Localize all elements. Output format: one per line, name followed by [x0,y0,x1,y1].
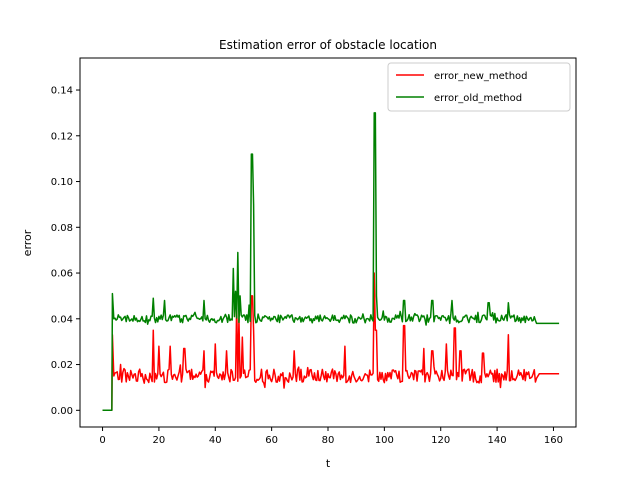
y-tick-label: 0.04 [51,314,73,325]
chart-title: Estimation error of obstacle location [219,38,437,52]
legend-box [387,62,571,112]
x-tick-label: 160 [544,435,563,446]
x-tick-label: 40 [209,435,222,446]
x-tick-label: 60 [265,435,278,446]
legend: error_new_method error_old_method [387,62,571,112]
series-layer [102,112,560,412]
x-tick-label: 80 [322,435,335,446]
series-line-error-new-method [102,272,560,412]
x-axis-ticks: 0 20 40 60 80 100 120 140 160 [99,427,563,446]
y-axis-label: error [21,229,34,256]
plot-frame [79,57,577,428]
y-tick-label: 0.02 [51,360,73,371]
series-line-error-old-method [102,112,560,412]
x-axis-label: t [326,457,331,470]
y-tick-label: 0.00 [51,406,73,417]
y-tick-label: 0.06 [51,269,73,280]
legend-label-error-old-method: error_old_method [434,93,522,104]
x-tick-label: 140 [488,435,507,446]
y-tick-label: 0.08 [51,223,73,234]
plot-area: 0 20 40 60 80 100 120 140 160 0.000.020.040.060.… [51,57,577,446]
x-tick-label: 100 [375,435,394,446]
y-tick-label: 0.14 [51,86,73,97]
y-tick-label: 0.10 [51,177,73,188]
x-tick-label: 20 [153,435,166,446]
y-tick-label: 0.12 [51,131,73,142]
legend-label-error-new-method: error_new_method [434,71,528,82]
x-tick-label: 120 [431,435,450,446]
x-tick-label: 0 [99,435,105,446]
y-axis-ticks: 0.00 0.02 0.04 0.06 0.08 0.10 0.12 0.14 [51,86,80,417]
